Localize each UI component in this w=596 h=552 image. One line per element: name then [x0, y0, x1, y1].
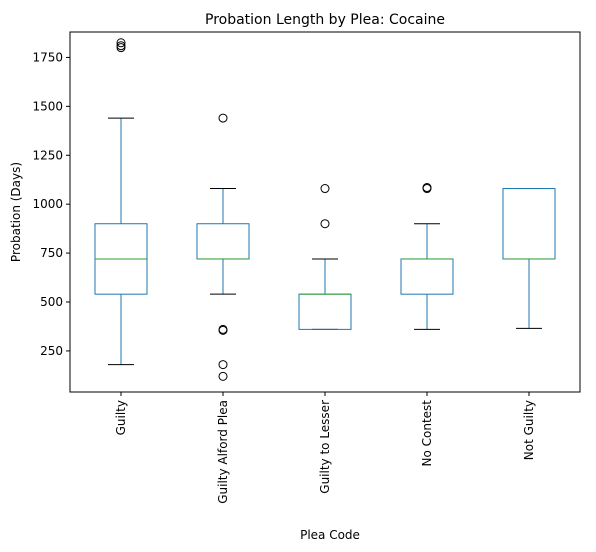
box — [196, 223, 250, 260]
x-tick-label: No Contest — [420, 400, 434, 467]
box — [298, 293, 352, 330]
x-axis-label: Plea Code — [300, 528, 360, 542]
x-tick-label: Not Guilty — [522, 400, 536, 460]
x-tick-label: Guilty to Lesser — [318, 400, 332, 494]
chart-title: Probation Length by Plea: Cocaine — [205, 12, 445, 28]
y-axis-label: Probation (Days) — [9, 162, 23, 262]
outlier-point — [116, 38, 126, 48]
box — [400, 258, 454, 295]
outlier-point — [116, 43, 126, 53]
x-tick-label: Guilty Alford Plea — [216, 400, 230, 504]
box-group — [298, 184, 352, 330]
outlier-point — [218, 325, 228, 335]
outlier-point — [320, 184, 330, 194]
box-group — [196, 113, 250, 381]
y-tick-label: 1750 — [32, 50, 63, 64]
outlier-point — [320, 219, 330, 229]
y-tick-label: 1000 — [32, 197, 63, 211]
y-tick-label: 250 — [40, 344, 63, 358]
outlier-point — [116, 41, 126, 51]
box — [502, 188, 556, 260]
y-tick-label: 750 — [40, 246, 63, 260]
outlier-point — [218, 113, 228, 123]
y-axis: 250 500 750 1000 1250 1500 1750 — [32, 50, 70, 358]
outlier-point — [218, 360, 228, 370]
y-tick-label: 1250 — [32, 148, 63, 162]
box-group — [502, 188, 556, 329]
box-group — [400, 183, 454, 330]
y-tick-label: 500 — [40, 295, 63, 309]
outlier-point — [422, 183, 432, 193]
outlier-point — [218, 371, 228, 381]
x-axis: Guilty Guilty Alford Plea Guilty to Lesser… — [114, 392, 536, 504]
y-tick-label: 1500 — [32, 99, 63, 113]
x-tick-label: Guilty — [114, 400, 128, 435]
box-group — [94, 38, 148, 366]
plot-area — [94, 38, 556, 381]
